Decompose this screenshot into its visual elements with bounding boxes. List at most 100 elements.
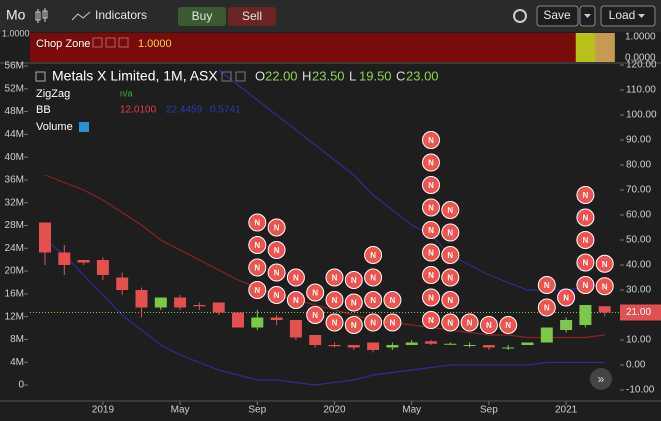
- news-marker-circle: [267, 263, 286, 282]
- news-marker[interactable]: N: [383, 291, 402, 309]
- news-marker-label: N: [293, 296, 299, 305]
- news-marker-label: N: [293, 274, 299, 283]
- news-marker[interactable]: N: [344, 271, 363, 289]
- collapse-icon[interactable]: [35, 71, 46, 82]
- news-marker[interactable]: N: [325, 313, 344, 332]
- news-marker-label: N: [544, 304, 550, 313]
- news-marker[interactable]: N: [576, 186, 595, 204]
- news-marker[interactable]: N: [537, 276, 556, 294]
- news-marker-label: N: [428, 316, 434, 325]
- news-marker[interactable]: N: [595, 254, 614, 273]
- news-marker[interactable]: N: [422, 153, 440, 172]
- candle-body: [77, 260, 90, 263]
- x-tick-label: May: [171, 405, 190, 416]
- news-marker[interactable]: N: [248, 213, 267, 232]
- zigzag-name: ZigZag: [36, 88, 70, 100]
- news-marker[interactable]: N: [306, 306, 325, 324]
- y2-tick-label: 12M: [5, 311, 24, 322]
- candle-body: [502, 347, 515, 349]
- news-marker[interactable]: N: [422, 221, 440, 239]
- news-marker[interactable]: N: [441, 268, 460, 287]
- legend-icon[interactable]: [235, 71, 246, 82]
- news-marker[interactable]: N: [537, 298, 556, 317]
- candle-body: [579, 305, 592, 325]
- indicator-icon[interactable]: [71, 11, 91, 21]
- news-marker[interactable]: N: [286, 268, 305, 287]
- news-marker[interactable]: N: [422, 198, 440, 217]
- news-marker[interactable]: N: [267, 263, 286, 282]
- news-marker[interactable]: N: [364, 268, 383, 287]
- buy-button[interactable]: [178, 7, 226, 26]
- news-marker[interactable]: N: [286, 291, 305, 309]
- news-marker-label: N: [447, 229, 453, 238]
- news-marker[interactable]: N: [344, 316, 363, 334]
- news-marker[interactable]: N: [422, 266, 440, 284]
- news-marker[interactable]: N: [576, 208, 595, 227]
- news-marker[interactable]: N: [422, 131, 440, 149]
- news-marker-circle: [248, 213, 267, 232]
- news-marker[interactable]: N: [364, 291, 383, 309]
- news-marker[interactable]: N: [422, 243, 440, 262]
- news-marker-circle: [286, 291, 305, 309]
- news-marker[interactable]: N: [325, 268, 344, 287]
- news-marker[interactable]: N: [248, 236, 267, 254]
- y2-tick-label: 52M: [5, 83, 24, 94]
- sell-label[interactable]: Sell: [242, 9, 262, 23]
- scroll-icon[interactable]: »: [598, 372, 605, 386]
- news-marker[interactable]: N: [306, 283, 325, 302]
- chop-icon[interactable]: [92, 37, 103, 48]
- news-marker[interactable]: N: [267, 241, 286, 259]
- news-marker[interactable]: N: [441, 201, 460, 219]
- news-marker-circle: [248, 258, 267, 277]
- save-label[interactable]: Save: [543, 8, 571, 22]
- news-marker-label: N: [486, 321, 492, 330]
- save-button[interactable]: [536, 5, 579, 27]
- bb-name: BB: [36, 104, 51, 116]
- load-label[interactable]: Load: [609, 8, 636, 22]
- candle-body: [444, 343, 457, 345]
- news-marker[interactable]: N: [422, 176, 440, 194]
- indicators-button[interactable]: Indicators: [95, 8, 147, 22]
- scroll-button[interactable]: [590, 368, 612, 390]
- news-marker[interactable]: N: [441, 246, 460, 264]
- sell-button[interactable]: [228, 7, 276, 26]
- news-marker[interactable]: N: [441, 291, 460, 309]
- load-button[interactable]: [600, 5, 656, 27]
- buy-label[interactable]: Buy: [192, 9, 213, 23]
- news-marker[interactable]: N: [557, 288, 576, 307]
- news-marker[interactable]: N: [364, 246, 383, 264]
- news-marker[interactable]: N: [441, 223, 460, 242]
- news-marker[interactable]: N: [595, 277, 614, 296]
- news-marker[interactable]: N: [344, 293, 363, 312]
- candle-body: [405, 342, 418, 345]
- candle-body: [425, 341, 437, 344]
- news-marker[interactable]: N: [576, 253, 595, 272]
- news-marker[interactable]: N: [422, 288, 440, 307]
- news-marker[interactable]: N: [325, 291, 344, 309]
- news-marker[interactable]: N: [441, 313, 460, 332]
- chop-icon[interactable]: [105, 37, 116, 48]
- news-marker[interactable]: N: [479, 316, 498, 334]
- news-marker[interactable]: N: [248, 258, 267, 277]
- chop-left-fill: [30, 33, 36, 62]
- news-marker[interactable]: N: [383, 313, 402, 332]
- chop-icon[interactable]: [118, 37, 129, 48]
- ohlc-value: 19.50: [359, 68, 392, 83]
- news-marker[interactable]: N: [422, 311, 440, 329]
- news-marker[interactable]: N: [364, 313, 383, 332]
- news-marker[interactable]: N: [576, 276, 595, 294]
- news-marker-label: N: [274, 269, 280, 278]
- news-marker[interactable]: N: [267, 286, 286, 304]
- volume-icon[interactable]: [79, 122, 89, 132]
- news-marker[interactable]: N: [267, 218, 286, 237]
- news-marker[interactable]: N: [576, 231, 595, 249]
- candle-body: [251, 317, 264, 328]
- settings-icon[interactable]: [513, 9, 527, 23]
- legend-icon[interactable]: [221, 71, 232, 82]
- news-marker[interactable]: N: [460, 313, 479, 332]
- candle-icon[interactable]: [35, 8, 48, 23]
- news-marker[interactable]: N: [248, 281, 267, 299]
- news-marker[interactable]: N: [499, 316, 518, 334]
- symbol[interactable]: Mo: [6, 7, 26, 23]
